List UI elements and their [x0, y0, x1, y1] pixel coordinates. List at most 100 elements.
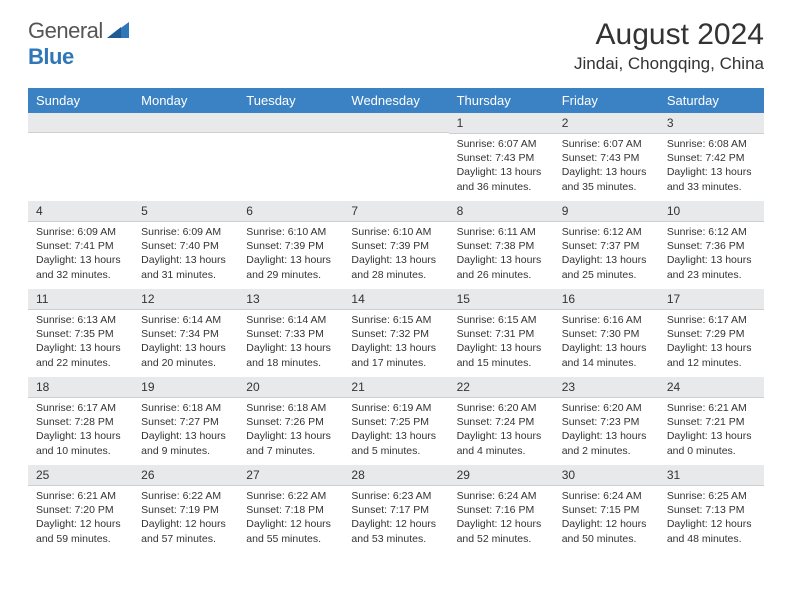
- calendar-cell: [28, 113, 133, 201]
- day-number: 22: [449, 377, 554, 398]
- calendar-cell: 17Sunrise: 6:17 AMSunset: 7:29 PMDayligh…: [659, 289, 764, 377]
- day-details: Sunrise: 6:14 AMSunset: 7:34 PMDaylight:…: [133, 310, 238, 376]
- day-details: Sunrise: 6:17 AMSunset: 7:28 PMDaylight:…: [28, 398, 133, 464]
- day-number: 10: [659, 201, 764, 222]
- day-details: Sunrise: 6:10 AMSunset: 7:39 PMDaylight:…: [238, 222, 343, 288]
- calendar-cell: 8Sunrise: 6:11 AMSunset: 7:38 PMDaylight…: [449, 201, 554, 289]
- calendar-cell: 9Sunrise: 6:12 AMSunset: 7:37 PMDaylight…: [554, 201, 659, 289]
- day-details: Sunrise: 6:14 AMSunset: 7:33 PMDaylight:…: [238, 310, 343, 376]
- day-details: Sunrise: 6:13 AMSunset: 7:35 PMDaylight:…: [28, 310, 133, 376]
- brand-part2: Blue: [28, 44, 74, 69]
- day-details: Sunrise: 6:18 AMSunset: 7:27 PMDaylight:…: [133, 398, 238, 464]
- day-details: Sunrise: 6:12 AMSunset: 7:36 PMDaylight:…: [659, 222, 764, 288]
- calendar-header-row: SundayMondayTuesdayWednesdayThursdayFrid…: [28, 88, 764, 113]
- calendar-week-row: 4Sunrise: 6:09 AMSunset: 7:41 PMDaylight…: [28, 201, 764, 289]
- calendar-week-row: 18Sunrise: 6:17 AMSunset: 7:28 PMDayligh…: [28, 377, 764, 465]
- day-details: Sunrise: 6:24 AMSunset: 7:15 PMDaylight:…: [554, 486, 659, 552]
- day-details: Sunrise: 6:07 AMSunset: 7:43 PMDaylight:…: [554, 134, 659, 200]
- day-number: 23: [554, 377, 659, 398]
- day-number: 4: [28, 201, 133, 222]
- day-details: Sunrise: 6:18 AMSunset: 7:26 PMDaylight:…: [238, 398, 343, 464]
- day-number: 29: [449, 465, 554, 486]
- day-number: 30: [554, 465, 659, 486]
- day-details: Sunrise: 6:12 AMSunset: 7:37 PMDaylight:…: [554, 222, 659, 288]
- calendar-cell: 16Sunrise: 6:16 AMSunset: 7:30 PMDayligh…: [554, 289, 659, 377]
- calendar-cell: 20Sunrise: 6:18 AMSunset: 7:26 PMDayligh…: [238, 377, 343, 465]
- day-details: Sunrise: 6:07 AMSunset: 7:43 PMDaylight:…: [449, 134, 554, 200]
- calendar-week-row: 1Sunrise: 6:07 AMSunset: 7:43 PMDaylight…: [28, 113, 764, 201]
- weekday-header: Saturday: [659, 88, 764, 113]
- weekday-header: Friday: [554, 88, 659, 113]
- calendar-cell: 29Sunrise: 6:24 AMSunset: 7:16 PMDayligh…: [449, 465, 554, 553]
- day-details: Sunrise: 6:25 AMSunset: 7:13 PMDaylight:…: [659, 486, 764, 552]
- header: General August 2024 Jindai, Chongqing, C…: [0, 0, 792, 82]
- calendar-cell: [238, 113, 343, 201]
- day-number: 31: [659, 465, 764, 486]
- day-number: 26: [133, 465, 238, 486]
- day-details: Sunrise: 6:15 AMSunset: 7:31 PMDaylight:…: [449, 310, 554, 376]
- day-number: 18: [28, 377, 133, 398]
- day-details: Sunrise: 6:11 AMSunset: 7:38 PMDaylight:…: [449, 222, 554, 288]
- day-number: 13: [238, 289, 343, 310]
- day-number: 7: [343, 201, 448, 222]
- calendar-cell: 28Sunrise: 6:23 AMSunset: 7:17 PMDayligh…: [343, 465, 448, 553]
- day-number: 2: [554, 113, 659, 134]
- day-number: 24: [659, 377, 764, 398]
- day-number: 1: [449, 113, 554, 134]
- day-details: Sunrise: 6:09 AMSunset: 7:41 PMDaylight:…: [28, 222, 133, 288]
- day-details: Sunrise: 6:21 AMSunset: 7:20 PMDaylight:…: [28, 486, 133, 552]
- day-number: 20: [238, 377, 343, 398]
- day-number: 3: [659, 113, 764, 134]
- calendar-cell: 13Sunrise: 6:14 AMSunset: 7:33 PMDayligh…: [238, 289, 343, 377]
- day-details: Sunrise: 6:08 AMSunset: 7:42 PMDaylight:…: [659, 134, 764, 200]
- empty-day-header: [28, 113, 133, 133]
- calendar-cell: 30Sunrise: 6:24 AMSunset: 7:15 PMDayligh…: [554, 465, 659, 553]
- calendar-cell: 19Sunrise: 6:18 AMSunset: 7:27 PMDayligh…: [133, 377, 238, 465]
- calendar-cell: 10Sunrise: 6:12 AMSunset: 7:36 PMDayligh…: [659, 201, 764, 289]
- calendar-cell: [343, 113, 448, 201]
- day-number: 19: [133, 377, 238, 398]
- day-details: Sunrise: 6:17 AMSunset: 7:29 PMDaylight:…: [659, 310, 764, 376]
- calendar-cell: 27Sunrise: 6:22 AMSunset: 7:18 PMDayligh…: [238, 465, 343, 553]
- weekday-header: Sunday: [28, 88, 133, 113]
- calendar-cell: 15Sunrise: 6:15 AMSunset: 7:31 PMDayligh…: [449, 289, 554, 377]
- day-details: Sunrise: 6:19 AMSunset: 7:25 PMDaylight:…: [343, 398, 448, 464]
- empty-day-header: [343, 113, 448, 133]
- day-number: 5: [133, 201, 238, 222]
- day-number: 25: [28, 465, 133, 486]
- calendar-cell: 21Sunrise: 6:19 AMSunset: 7:25 PMDayligh…: [343, 377, 448, 465]
- weekday-header: Thursday: [449, 88, 554, 113]
- calendar-cell: 2Sunrise: 6:07 AMSunset: 7:43 PMDaylight…: [554, 113, 659, 201]
- day-details: Sunrise: 6:16 AMSunset: 7:30 PMDaylight:…: [554, 310, 659, 376]
- day-details: Sunrise: 6:23 AMSunset: 7:17 PMDaylight:…: [343, 486, 448, 552]
- day-details: Sunrise: 6:09 AMSunset: 7:40 PMDaylight:…: [133, 222, 238, 288]
- empty-day-header: [133, 113, 238, 133]
- calendar-cell: 24Sunrise: 6:21 AMSunset: 7:21 PMDayligh…: [659, 377, 764, 465]
- calendar-cell: 1Sunrise: 6:07 AMSunset: 7:43 PMDaylight…: [449, 113, 554, 201]
- day-number: 11: [28, 289, 133, 310]
- calendar-cell: 5Sunrise: 6:09 AMSunset: 7:40 PMDaylight…: [133, 201, 238, 289]
- day-number: 12: [133, 289, 238, 310]
- calendar-table: SundayMondayTuesdayWednesdayThursdayFrid…: [28, 88, 764, 553]
- weekday-header: Monday: [133, 88, 238, 113]
- calendar-body: 1Sunrise: 6:07 AMSunset: 7:43 PMDaylight…: [28, 113, 764, 553]
- calendar-cell: 14Sunrise: 6:15 AMSunset: 7:32 PMDayligh…: [343, 289, 448, 377]
- day-details: Sunrise: 6:22 AMSunset: 7:18 PMDaylight:…: [238, 486, 343, 552]
- brand-part1: General: [28, 18, 103, 44]
- calendar-cell: 12Sunrise: 6:14 AMSunset: 7:34 PMDayligh…: [133, 289, 238, 377]
- brand-logo: General: [28, 18, 133, 44]
- brand-triangle-icon: [107, 20, 129, 43]
- month-title: August 2024: [574, 18, 764, 52]
- day-number: 27: [238, 465, 343, 486]
- location: Jindai, Chongqing, China: [574, 54, 764, 74]
- calendar-week-row: 25Sunrise: 6:21 AMSunset: 7:20 PMDayligh…: [28, 465, 764, 553]
- day-details: Sunrise: 6:21 AMSunset: 7:21 PMDaylight:…: [659, 398, 764, 464]
- calendar-cell: 4Sunrise: 6:09 AMSunset: 7:41 PMDaylight…: [28, 201, 133, 289]
- calendar-cell: 31Sunrise: 6:25 AMSunset: 7:13 PMDayligh…: [659, 465, 764, 553]
- day-details: Sunrise: 6:22 AMSunset: 7:19 PMDaylight:…: [133, 486, 238, 552]
- day-details: Sunrise: 6:24 AMSunset: 7:16 PMDaylight:…: [449, 486, 554, 552]
- empty-day-header: [238, 113, 343, 133]
- calendar-cell: 23Sunrise: 6:20 AMSunset: 7:23 PMDayligh…: [554, 377, 659, 465]
- day-number: 6: [238, 201, 343, 222]
- calendar-cell: [133, 113, 238, 201]
